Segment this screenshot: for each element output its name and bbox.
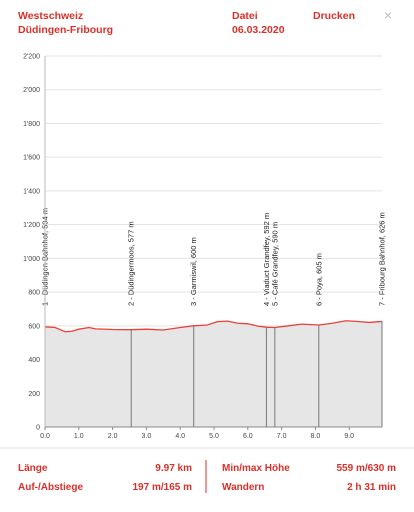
stat-label: Auf-/Abstiege — [18, 482, 83, 493]
y-tick-label: 2'200 — [23, 54, 40, 61]
print-button[interactable]: Drucken — [313, 10, 355, 22]
file-button[interactable]: Datei — [232, 10, 258, 22]
route: Düdingen-Fribourg — [18, 24, 113, 36]
x-tick-label: 8.0 — [311, 433, 321, 440]
x-tick-label: 9.0 — [344, 433, 354, 440]
elevation-area — [45, 320, 382, 427]
x-tick-label: 1.0 — [74, 433, 84, 440]
waypoint-label: 4 - Viaduct Grandfey, 592 m — [262, 213, 271, 306]
y-tick-label: 1'800 — [23, 121, 40, 128]
stat-label: Wandern — [222, 482, 264, 493]
x-tick-label: 5.0 — [209, 433, 219, 440]
x-tick-label: 3.0 — [142, 433, 152, 440]
y-tick-label: 800 — [28, 290, 40, 297]
y-tick-label: 1'400 — [23, 188, 40, 195]
waypoint-label: 5 - Café Grandfey, 590 m — [270, 222, 279, 306]
region: Westschweiz — [18, 10, 83, 22]
y-tick-label: 200 — [28, 391, 40, 398]
x-tick-label: 0.0 — [40, 433, 50, 440]
x-tick-label: 2.0 — [108, 433, 118, 440]
y-tick-label: 1'600 — [23, 155, 40, 162]
stat-label: Länge — [18, 463, 48, 474]
waypoint-label: 3 - Garmiswil, 600 m — [189, 237, 198, 306]
x-tick-label: 7.0 — [277, 433, 287, 440]
close-button[interactable]: × — [384, 7, 392, 23]
stat-value: 2 h 31 min — [347, 482, 396, 493]
y-tick-label: 1'000 — [23, 256, 40, 263]
x-tick-label: 4.0 — [175, 433, 185, 440]
stat-value: 197 m/165 m — [133, 482, 193, 493]
y-tick-label: 400 — [28, 357, 40, 364]
chart: 0 200 400 600 800 1'000 1'200 1'400 1'600 1'800 2'… — [23, 54, 386, 441]
elevation-line — [44, 320, 383, 333]
waypoint-label: 6 - Poya, 605 m — [314, 253, 323, 306]
stat-label: Min/max Höhe — [222, 463, 290, 474]
y-tick-label: 1'200 — [23, 222, 40, 229]
y-tick-label: 0 — [36, 425, 40, 432]
y-tick-label: 2'000 — [23, 87, 40, 94]
stat-value: 559 m/630 m — [337, 463, 397, 474]
date: 06.03.2020 — [232, 24, 285, 36]
waypoint-label: 2 - Düdingermoos, 577 m — [127, 221, 136, 306]
stat-value: 9.97 km — [155, 463, 192, 474]
y-tick-label: 600 — [28, 323, 40, 330]
x-tick-label: 6.0 — [243, 433, 253, 440]
waypoint-label: 7 - Fribourg Bahnhof, 626 m — [378, 212, 387, 306]
